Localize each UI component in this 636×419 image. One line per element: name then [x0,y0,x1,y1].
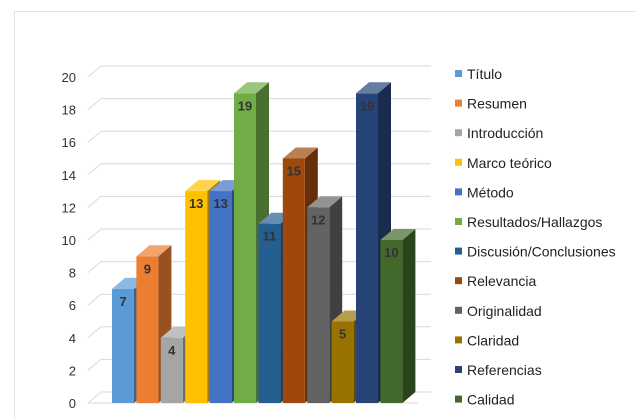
gridline-diagonal [87,391,102,404]
data-label: 12 [311,212,325,227]
bar-top [234,82,269,94]
legend-swatch [455,395,462,403]
data-label: 9 [144,261,151,276]
legend-label: Marco teórico [467,155,552,171]
data-label: 13 [213,196,227,211]
y-tick-label: 0 [69,396,76,411]
bar-front [282,158,305,403]
bar-top [185,180,221,192]
bar-front [356,93,378,404]
legend-label: Calidad [467,392,514,408]
y-tick-label: 16 [62,135,76,150]
bar-top [307,196,343,208]
bar-side [402,229,416,403]
bars [112,82,416,404]
frame-border-top [14,11,636,12]
y-tick-label: 8 [69,266,76,281]
bar-front [331,321,354,403]
bar-front [160,337,183,403]
y-tick-label: 14 [62,168,76,183]
bar-top [136,245,172,257]
y-tick-label: 18 [62,103,76,118]
bar-front [185,191,208,403]
bar-front [234,93,256,404]
legend: Título Resumen Introducción Marco teórico Mé… [455,66,616,408]
data-label: 13 [189,196,203,211]
data-label: 5 [339,327,346,342]
data-label: 19 [238,98,252,113]
legend-label: Título [467,66,502,82]
gridline-diagonal [87,65,102,78]
gridline-diagonal [87,261,102,273]
gridline-diagonal [87,98,102,110]
data-labels: 7 9 4 13 13 19 11 15 12 5 19 10 [119,98,398,358]
y-tick-label: 2 [69,363,76,378]
legend-label: Discusión/Conclusiones [467,244,616,260]
y-tick-label: 6 [69,298,76,313]
bar-12 [380,229,416,403]
legend-label: Resumen [467,96,527,112]
gridline-diagonal [87,326,102,339]
y-tick-label: 20 [62,70,76,85]
legend-swatch [455,306,462,314]
bar-front [112,288,134,403]
bar-front [209,191,232,403]
legend-label: Originalidad [467,303,542,319]
gridline-diagonal [87,359,102,371]
legend-swatch [455,99,462,107]
legend-label: Introducción [467,125,543,141]
legend-swatch [455,70,462,77]
legend-swatch [455,158,462,166]
gridline-diagonal [87,293,102,306]
legend-swatch [455,218,462,225]
bar-top [282,147,318,159]
legend-swatch [455,129,462,137]
data-label: 11 [263,229,277,244]
legend-swatch [455,188,462,196]
data-label: 4 [168,343,176,358]
legend-label: Claridad [467,332,519,348]
data-label: 19 [360,98,374,113]
data-label: 10 [384,245,398,260]
legend-label: Resultados/Hallazgos [467,214,602,230]
y-axis-ticks: 0 2 4 6 8 10 12 14 16 18 20 [62,70,76,411]
y-tick-label: 10 [62,233,76,248]
data-label: 7 [119,294,126,309]
gridline-diagonal [87,163,102,176]
legend-swatch [455,247,462,255]
legend-label: Relevancia [467,273,536,289]
data-label: 15 [287,164,301,179]
gridline-diagonal [87,130,102,143]
y-tick-label: 4 [69,331,76,346]
bar-top [356,82,391,94]
legend-label: Método [467,184,514,200]
bar-front [380,240,403,403]
legend-label: Referencias [467,362,542,378]
legend-swatch [455,366,462,373]
legend-swatch [455,336,462,344]
bar-top [380,229,416,240]
gridline-diagonal [87,196,102,208]
bar-front [258,223,281,403]
bar-front [136,256,159,403]
y-tick-label: 12 [62,200,76,215]
frame-border-left [14,11,15,419]
bar-front [307,207,330,403]
legend-swatch [455,277,462,285]
gridline-diagonal [87,228,102,241]
